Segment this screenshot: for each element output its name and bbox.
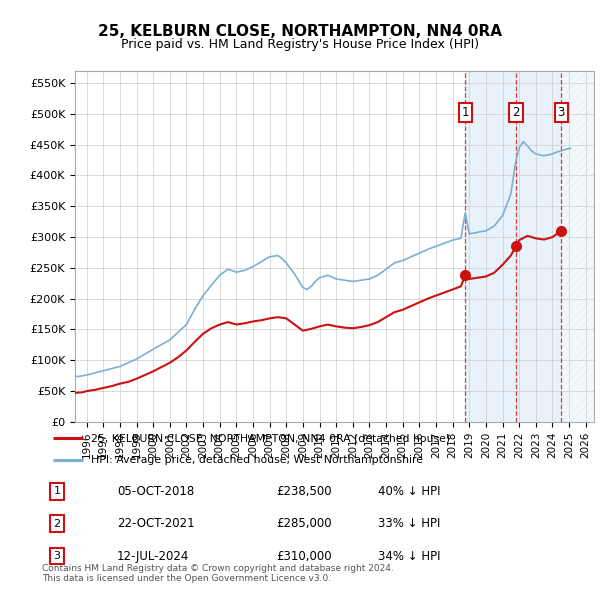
Text: 2: 2 bbox=[512, 106, 520, 119]
Text: 25, KELBURN CLOSE, NORTHAMPTON, NN4 0RA (detached house): 25, KELBURN CLOSE, NORTHAMPTON, NN4 0RA … bbox=[91, 434, 450, 444]
Text: 40% ↓ HPI: 40% ↓ HPI bbox=[378, 484, 440, 498]
Text: 33% ↓ HPI: 33% ↓ HPI bbox=[378, 517, 440, 530]
Text: £310,000: £310,000 bbox=[276, 549, 332, 563]
Bar bbox=[516, 71, 561, 422]
Text: £238,500: £238,500 bbox=[276, 484, 332, 498]
Bar bbox=[561, 71, 594, 422]
Text: HPI: Average price, detached house, West Northamptonshire: HPI: Average price, detached house, West… bbox=[91, 454, 422, 464]
Text: 12-JUL-2024: 12-JUL-2024 bbox=[117, 549, 190, 563]
Text: 34% ↓ HPI: 34% ↓ HPI bbox=[378, 549, 440, 563]
Bar bbox=[465, 71, 516, 422]
Text: 22-OCT-2021: 22-OCT-2021 bbox=[117, 517, 194, 530]
Text: 2: 2 bbox=[53, 519, 61, 529]
Text: 3: 3 bbox=[53, 551, 61, 561]
Text: Price paid vs. HM Land Registry's House Price Index (HPI): Price paid vs. HM Land Registry's House … bbox=[121, 38, 479, 51]
Text: 3: 3 bbox=[557, 106, 565, 119]
Text: 25, KELBURN CLOSE, NORTHAMPTON, NN4 0RA: 25, KELBURN CLOSE, NORTHAMPTON, NN4 0RA bbox=[98, 24, 502, 40]
Text: 1: 1 bbox=[461, 106, 469, 119]
Text: Contains HM Land Registry data © Crown copyright and database right 2024.
This d: Contains HM Land Registry data © Crown c… bbox=[42, 563, 394, 583]
Text: 05-OCT-2018: 05-OCT-2018 bbox=[117, 484, 194, 498]
Text: £285,000: £285,000 bbox=[276, 517, 332, 530]
Text: 1: 1 bbox=[53, 486, 61, 496]
